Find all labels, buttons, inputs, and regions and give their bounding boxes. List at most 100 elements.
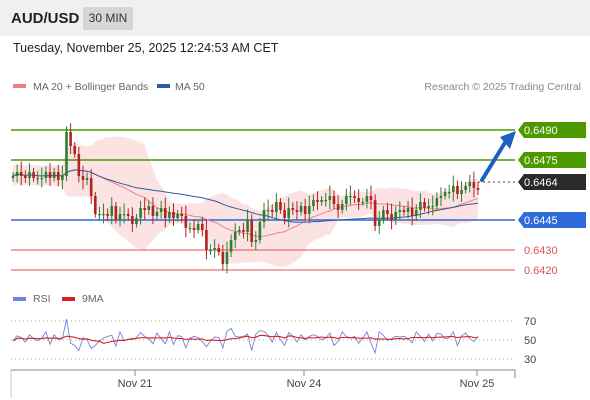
timestamp: Tuesday, November 25, 2025 12:24:53 AM C… [13, 41, 279, 55]
legend-ma50-label: MA 50 [175, 81, 205, 93]
time-axis-ticks: Nov 21 Nov 24 Nov 25 [118, 370, 494, 390]
candle-body [275, 202, 278, 212]
candle-body [225, 252, 229, 264]
level-tag-0.6490 [518, 122, 586, 138]
candle-body [238, 230, 241, 232]
candle-body [262, 210, 266, 222]
candle-body [242, 230, 245, 232]
candle-body [217, 248, 221, 252]
legend-rsi-swatch [13, 297, 26, 301]
candle-body [464, 186, 467, 190]
candle-body [382, 210, 385, 220]
candle-body [11, 176, 15, 178]
candle-body [345, 196, 348, 204]
candle-body [180, 214, 184, 216]
candle-body [307, 206, 311, 214]
timeframe-badge[interactable]: 30 MIN [83, 7, 133, 30]
bollinger-band-fill [13, 136, 478, 267]
candle-body [36, 178, 39, 180]
candle-body [410, 208, 414, 216]
candle-body [320, 200, 323, 202]
candle-body [44, 172, 48, 178]
candle-body [110, 206, 114, 216]
candle-body [476, 188, 480, 190]
candle-body [147, 206, 151, 210]
candle-body [163, 208, 167, 218]
level-tag-0.6475 [518, 152, 586, 168]
candle-body [439, 196, 443, 198]
candle-body [394, 212, 397, 220]
candle-body [40, 178, 44, 180]
candle-body [373, 200, 377, 226]
candle-body [270, 210, 274, 212]
candle-body [452, 186, 455, 192]
candle-body [460, 190, 463, 194]
level-value-0.6430: 0.6430 [524, 245, 558, 257]
legend-ma20-label: MA 20 + Bollinger Bands [33, 81, 148, 93]
candle-body [324, 200, 328, 202]
candle-body [139, 208, 142, 218]
candle-body [85, 178, 89, 180]
candle-body [303, 206, 307, 214]
candle-body [19, 172, 23, 176]
candle-body [209, 250, 212, 252]
candle-body [102, 214, 105, 216]
candle-body [151, 206, 155, 216]
candle-body [398, 210, 402, 212]
current-price-value: 0.6464 [524, 177, 558, 189]
candle-body [73, 146, 77, 154]
candle-body [365, 196, 369, 202]
candle-body [28, 172, 31, 178]
candle-body [56, 172, 60, 180]
candle-body [98, 214, 101, 216]
forecast-arrow-head [500, 131, 516, 149]
time-tick-label: Nov 24 [287, 378, 322, 390]
candle-body [283, 210, 286, 218]
candle-body [390, 214, 393, 220]
candle-body [205, 230, 208, 250]
header-bar: AUD/USD 30 MIN [0, 0, 590, 36]
candle-body [135, 218, 138, 224]
candle-body [414, 210, 418, 216]
candle-body [279, 202, 282, 210]
candle-body [254, 240, 258, 242]
time-tick-label: Nov 21 [118, 378, 153, 390]
candle-body [369, 196, 373, 200]
candle-body [419, 202, 422, 210]
candle-body [65, 132, 68, 176]
candle-body [155, 212, 159, 216]
candle-body [200, 224, 204, 230]
candle-body [386, 210, 389, 214]
candle-body [431, 206, 435, 208]
level-value-0.6420: 0.6420 [524, 265, 558, 277]
rsi-tick-50: 50 [524, 335, 536, 347]
candle-body [233, 232, 237, 240]
candle-body [61, 176, 64, 180]
legend-ma50-swatch [157, 84, 170, 88]
candle-body [48, 172, 52, 178]
candle-body [24, 176, 27, 178]
candle-body [357, 198, 360, 202]
candle-body [287, 208, 291, 218]
candle-body [435, 198, 439, 206]
candle-body [221, 252, 225, 264]
candle-body [52, 172, 56, 178]
candle-body [349, 196, 352, 198]
candle-body [94, 196, 97, 214]
candle-body [118, 214, 122, 220]
candle-body [213, 248, 216, 250]
candlesticks [11, 123, 480, 274]
candle-body [159, 208, 163, 212]
candle-body [176, 214, 179, 218]
candle-body [468, 182, 472, 186]
candle-body [172, 212, 175, 218]
current-price-tag [518, 174, 586, 190]
legend-rsi-label: RSI [33, 293, 51, 305]
rsi-ma-line [12, 334, 479, 344]
candle-body [312, 200, 315, 206]
candle-body [184, 216, 188, 228]
forecast-arrow-shaft [480, 139, 508, 182]
candle-body [81, 176, 85, 180]
